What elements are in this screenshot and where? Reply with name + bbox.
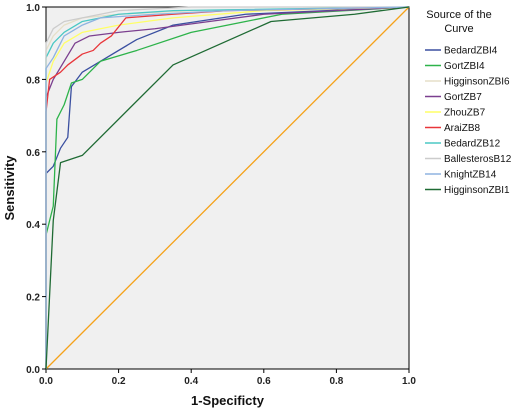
x-tick-label: 0.2	[112, 376, 126, 387]
y-tick-label: 0.4	[26, 220, 40, 231]
series-line-knightzb14	[45, 6, 410, 369]
x-tick-label: 0.8	[329, 376, 343, 387]
x-tick-label: 0.6	[257, 376, 271, 387]
x-axis-title: 1-Specificty	[191, 393, 265, 408]
legend-label: HigginsonZBI1	[444, 185, 510, 196]
legend: Source of the Curve BedardZBI4 GortZBI4 Hi…	[425, 9, 512, 196]
x-tick-label: 1.0	[402, 376, 416, 387]
series-line-gortzb7	[45, 6, 410, 369]
series-line-bedardzb12	[45, 6, 410, 369]
x-axis: 0.0 0.2 0.4 0.6 0.8 1.0	[39, 369, 416, 387]
legend-label: HigginsonZBI6	[444, 77, 510, 88]
y-tick-label: 1.0	[26, 3, 40, 14]
series-line-gortzbi4	[45, 6, 410, 369]
legend-label: ZhouZB7	[444, 108, 486, 119]
legend-label: BallesterosB12	[444, 154, 512, 165]
x-tick-label: 0.4	[184, 376, 198, 387]
series-line-higginsonzbi6	[45, 6, 410, 369]
y-tick-label: 0.0	[26, 365, 40, 376]
legend-label: GortZBI4	[444, 61, 485, 72]
y-tick-label: 0.6	[26, 148, 40, 159]
legend-label: BedardZB12	[444, 139, 501, 150]
legend-label: BedardZBI4	[444, 46, 498, 57]
legend-label: KnightZB14	[444, 170, 497, 181]
series-line-higginsonzbi1	[45, 6, 410, 370]
y-axis: 0.0 0.2 0.4 0.6 0.8 1.0	[26, 3, 46, 376]
y-tick-label: 0.8	[26, 75, 40, 86]
series-line-zhouzb7	[45, 6, 410, 369]
legend-title: Source of the Curve	[426, 9, 492, 35]
y-axis-title: Sensitivity	[2, 155, 17, 221]
series-line-bedardzbi4	[45, 6, 410, 369]
series-line-araizb8	[45, 6, 410, 369]
series-line-ballesterosb12	[45, 6, 409, 369]
reference-line	[45, 6, 410, 370]
legend-label: AraiZB8	[444, 123, 481, 134]
legend-label: GortZB7	[444, 92, 482, 103]
x-tick-label: 0.0	[39, 376, 53, 387]
y-tick-label: 0.2	[26, 293, 40, 304]
